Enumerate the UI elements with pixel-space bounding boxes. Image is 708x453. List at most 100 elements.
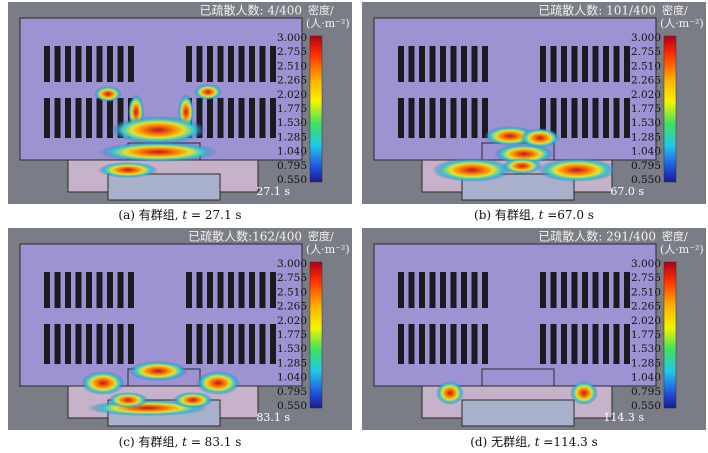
seat-row — [450, 272, 457, 308]
seat-row — [228, 324, 234, 364]
seat-row — [540, 324, 546, 364]
seat-row — [592, 272, 599, 308]
seat-row — [238, 324, 245, 364]
seat-row — [450, 98, 457, 138]
seat-row — [540, 98, 546, 138]
seat-row — [461, 324, 467, 364]
seat-row — [207, 324, 213, 364]
seat-row — [186, 272, 192, 308]
seat-row — [429, 46, 436, 82]
colorbar-tick: 1.285 — [277, 131, 307, 143]
seat-row — [117, 324, 124, 364]
seat-row — [440, 46, 446, 82]
simulation-panel: 已疏散人数:162/400 密度/(人·m⁻²) 3.000 2.755 2.510 2.… — [8, 228, 352, 430]
colorbar-tick: 0.550 — [277, 400, 307, 412]
crowd — [81, 371, 125, 395]
crowd — [94, 86, 122, 102]
time-label: 27.1 s — [256, 185, 290, 198]
colorbar-tick: 2.510 — [277, 286, 307, 298]
seat-row — [249, 324, 255, 364]
seat-row — [107, 324, 113, 364]
seat-row — [603, 272, 609, 308]
seat-row — [117, 98, 124, 138]
seat-row — [117, 46, 124, 82]
colorbar-tick: 1.285 — [277, 357, 307, 369]
seat-row — [96, 98, 103, 138]
colorbar-tick: 1.285 — [631, 131, 661, 143]
caption-part: t — [538, 208, 544, 222]
caption-part: t — [534, 435, 540, 449]
seat-row — [482, 98, 488, 138]
seat-row — [398, 46, 404, 82]
crowd — [502, 158, 542, 174]
evacuated-count: 已疏散人数:162/400 — [188, 229, 302, 244]
seat-row — [561, 324, 567, 364]
caption: (d) 无群组, t =114.3 s — [362, 433, 706, 450]
caption-part: = 27.1 s — [187, 208, 242, 222]
seat-row — [107, 272, 113, 308]
exit-hall — [107, 173, 221, 201]
seat-row — [86, 324, 92, 364]
caption-part: =67.0 s — [543, 208, 594, 222]
time-label: 83.1 s — [256, 411, 290, 424]
seat-row — [613, 272, 620, 308]
seat-row — [270, 98, 276, 138]
seat-row — [228, 98, 234, 138]
caption-part: (a) 有群组, — [118, 208, 179, 222]
seat-row — [54, 46, 61, 82]
seat-row — [419, 324, 425, 364]
evacuated-count: 已疏散人数: 101/400 — [538, 3, 656, 18]
colorbar-tick: 0.795 — [277, 386, 307, 398]
seat-row — [582, 272, 588, 308]
seat-row — [603, 98, 609, 138]
crowd — [570, 381, 598, 405]
seat-row — [44, 272, 50, 308]
seat-row — [419, 46, 425, 82]
crowd — [98, 162, 158, 178]
exit-hall — [461, 399, 575, 427]
colorbar-tick: 2.020 — [277, 89, 307, 101]
colorbar-title: 密度/ — [308, 3, 334, 17]
caption-part: = 83.1 s — [187, 435, 242, 449]
seat-row — [228, 46, 234, 82]
seat-row — [624, 324, 630, 364]
colorbar-tick: 2.510 — [631, 60, 661, 72]
seat-row — [75, 324, 82, 364]
seat-row — [259, 324, 266, 364]
colorbar-tick: 2.510 — [277, 60, 307, 72]
seat-row — [550, 46, 557, 82]
seat-row — [408, 46, 415, 82]
seat-row — [550, 272, 557, 308]
colorbar-tick: 2.510 — [631, 286, 661, 298]
colorbar-tick: 1.040 — [277, 372, 307, 384]
crowd — [98, 142, 218, 162]
seat-row — [408, 98, 415, 138]
seat-row — [408, 272, 415, 308]
colorbar-tick: 2.265 — [631, 301, 661, 313]
crowd — [432, 158, 512, 182]
crowd — [436, 381, 464, 405]
caption-part: (d) 无群组, — [470, 435, 531, 449]
seat-row — [259, 46, 266, 82]
colorbar — [309, 261, 323, 409]
caption: (a) 有群组, t = 27.1 s — [8, 206, 352, 223]
colorbar-tick: 1.775 — [277, 329, 307, 341]
colorbar-tick: 2.020 — [277, 315, 307, 327]
seat-row — [440, 324, 446, 364]
seat-row — [429, 98, 436, 138]
colorbar — [663, 35, 677, 183]
seat-row — [217, 98, 224, 138]
seat-row — [540, 272, 546, 308]
crowd — [196, 371, 240, 395]
seat-row — [398, 272, 404, 308]
colorbar-tick: 2.265 — [277, 75, 307, 87]
seat-row — [54, 272, 61, 308]
colorbar-tick: 2.020 — [631, 89, 661, 101]
simulation-panel: 已疏散人数: 4/400 密度/(人·m⁻²) 3.000 2.755 2.510 2.2… — [8, 2, 352, 204]
colorbar-tick: 0.550 — [277, 174, 307, 186]
seat-row — [270, 324, 276, 364]
colorbar-tick: 0.795 — [631, 160, 661, 172]
colorbar-tick: 2.755 — [631, 46, 661, 58]
seat-row — [96, 324, 103, 364]
